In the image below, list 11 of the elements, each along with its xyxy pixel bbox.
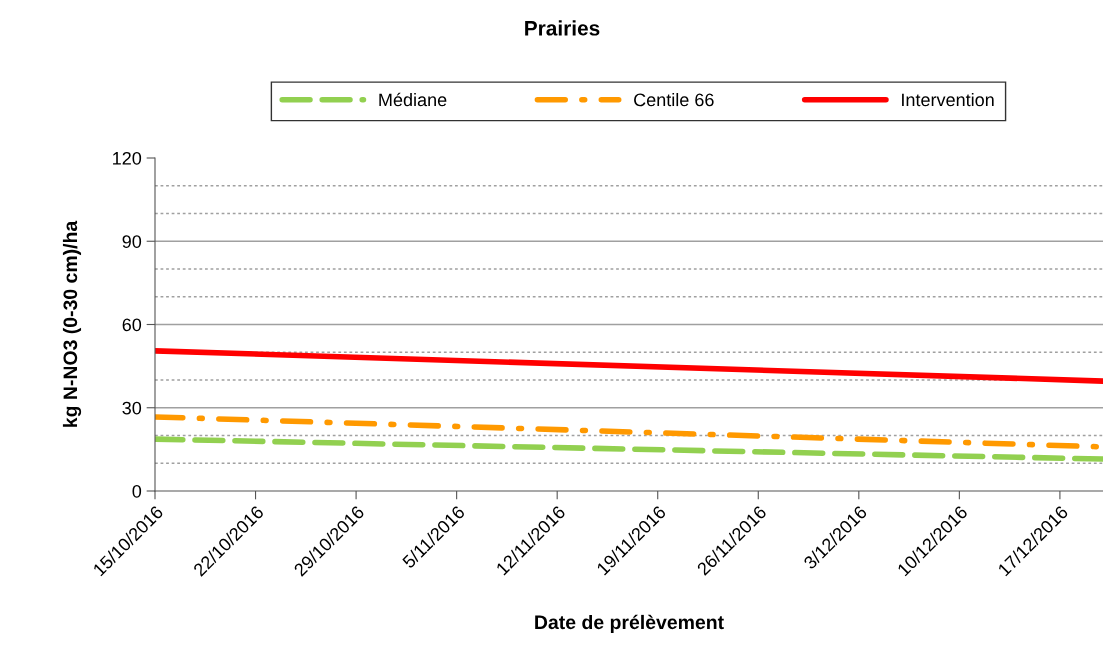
legend-label: Centile 66 [634,93,714,107]
y-tick-label: 30 [122,401,142,415]
y-axis-title: kg N-NO3 (0-30 cm)/ha [62,220,82,427]
y-tick-label: 90 [122,235,142,248]
legend-label: Médiane [379,92,447,107]
chart-title: Prairies [525,20,600,36]
x-axis-title: Date de prélèvement [535,614,724,634]
y-tick-label: 0 [132,484,142,498]
y-tick-label: 60 [122,318,142,332]
legend-label: Intervention [902,93,994,107]
y-tick-label: 120 [113,151,142,165]
